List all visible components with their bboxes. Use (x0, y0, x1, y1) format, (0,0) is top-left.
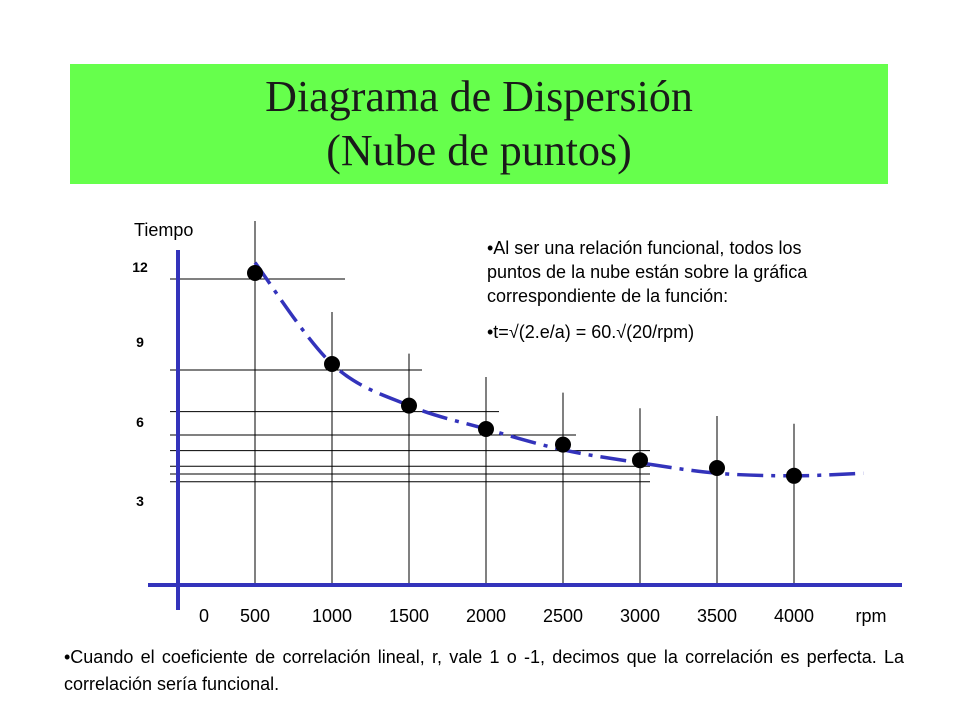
note-bullet-1: •Al ser una relación funcional, todos lo… (487, 238, 808, 306)
y-axis-label: Tiempo (134, 220, 193, 240)
x-tick-label: 2500 (543, 606, 583, 626)
y-tick-label: 3 (136, 493, 144, 509)
data-point (555, 436, 571, 453)
x-tick-label: 3500 (697, 606, 737, 626)
x-tick-label: rpm (856, 606, 887, 626)
y-tick-label: 6 (136, 414, 144, 430)
data-points (247, 265, 802, 484)
data-point (478, 421, 494, 437)
tick-labels: 0 500 1000 1500 2000 2500 3000 3500 4000 rpm 3 6 9 12 (132, 259, 886, 626)
title-line-1: Diagrama de Dispersión (265, 72, 693, 121)
data-point (401, 397, 417, 414)
x-tick-label: 1000 (312, 606, 352, 626)
x-tick-label: 500 (240, 606, 270, 626)
title-banner: Diagrama de Dispersión (Nube de puntos) (70, 64, 888, 184)
title-line-2: (Nube de puntos) (326, 126, 632, 175)
x-tick-label: 1500 (389, 606, 429, 626)
y-tick-label: 12 (132, 259, 148, 275)
relation-note: •Al ser una relación funcional, todos lo… (487, 236, 847, 356)
x-tick-label: 4000 (774, 606, 814, 626)
x-tick-label: 3000 (620, 606, 660, 626)
data-point (247, 265, 263, 281)
data-point (324, 356, 340, 372)
y-tick-label: 9 (136, 334, 144, 350)
note-bullet-2: •t=√(2.e/a) = 60.√(20/rpm) (487, 322, 695, 342)
x-tick-label: 0 (199, 606, 209, 626)
data-point (709, 460, 725, 476)
x-tick-label: 2000 (466, 606, 506, 626)
data-point (632, 452, 648, 469)
data-point (786, 467, 802, 484)
footer-note: •Cuando el coeficiente de correlación li… (64, 647, 904, 694)
